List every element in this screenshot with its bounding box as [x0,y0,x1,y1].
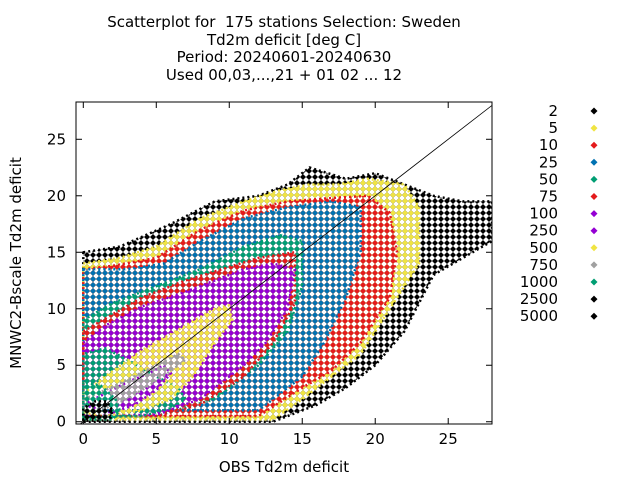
legend-label: 75 [539,188,558,206]
legend-label: 25 [539,153,558,171]
x-tick-label: 0 [79,430,89,448]
legend-label: 1000 [520,273,558,291]
diagonal-layer [80,105,492,424]
x-tick-label: 25 [439,430,458,448]
chart-title: Scatterplot for 175 stations Selection: … [0,13,568,84]
y-tick-label: 25 [47,130,66,148]
legend-marker [590,193,598,200]
legend-marker [590,312,598,320]
title-line-3: Period: 20240601-20240630 [176,48,392,66]
legend-label: 50 [539,170,558,188]
plot-frame [75,101,493,425]
y-tick-label: 10 [47,300,66,318]
y-axis-label: MNWC2-Bscale Td2m deficit [7,157,25,369]
legend-marker [590,210,598,218]
legend-label: 10 [539,136,558,154]
y-axis: 0 5 10 15 20 25 [47,130,492,431]
x-axis-label: OBS Td2m deficit [219,458,349,476]
y-tick-label: 0 [56,413,66,431]
x-tick-label: 20 [366,430,385,448]
legend-marker [590,244,598,252]
x-axis: 0 5 10 15 20 25 [79,102,458,448]
density-layer [82,166,492,423]
legend-marker [590,124,598,132]
legend-label: 100 [529,205,558,223]
y-tick-label: 15 [47,243,66,261]
legend-marker [590,261,598,269]
legend-marker [590,107,598,115]
diagonal-line [80,105,492,424]
title-line-2: Td2m deficit [deg C] [206,30,362,49]
title-line-1: Scatterplot for 175 stations Selection: … [107,13,461,31]
y-tick-label: 5 [56,356,66,374]
x-tick-label: 10 [220,430,239,448]
x-tick-label: 15 [293,430,312,448]
title-line-4: Used 00,03,...,21 + 01 02 ... 12 [165,65,403,84]
legend-marker [590,295,598,303]
legend-label: 5000 [520,307,558,325]
y-tick-label: 20 [47,187,66,205]
legend-label: 250 [529,222,558,240]
legend-label: 5 [548,119,558,137]
legend-label: 2 [548,102,558,120]
legend-label: 500 [529,239,558,257]
legend-marker [590,158,598,166]
legend-label: 2500 [520,290,558,308]
legend-marker [590,141,598,149]
legend-marker [590,278,598,286]
legend-label: 750 [529,256,558,274]
legend-marker [590,227,598,235]
legend-marker [590,175,598,183]
x-tick-label: 5 [152,430,162,448]
